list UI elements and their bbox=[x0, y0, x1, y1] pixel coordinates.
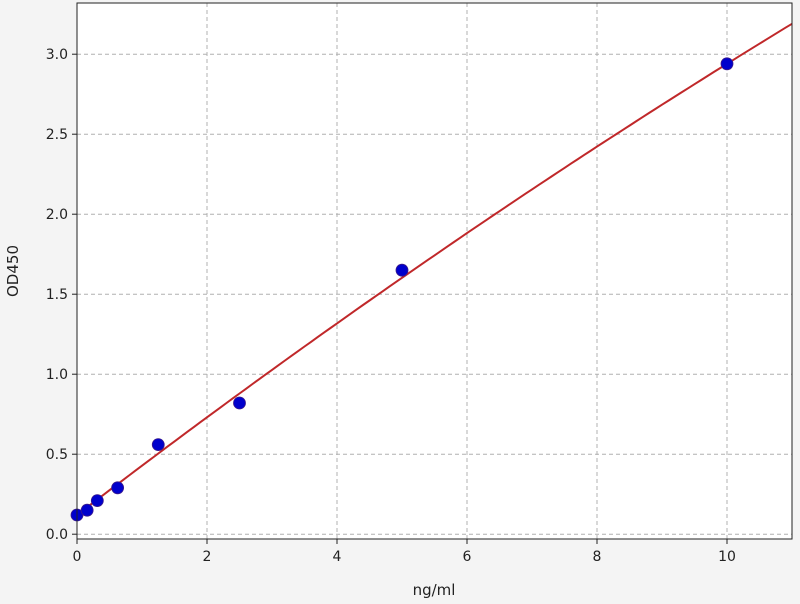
data-point bbox=[90, 494, 104, 508]
fit-curve bbox=[76, 22, 793, 516]
ticks: 0 2 4 6 8 10 0.0 0.5 1.0 1.5 2.0 2.5 3.0 bbox=[46, 47, 736, 565]
data-point bbox=[395, 263, 409, 277]
x-tick-label: 10 bbox=[718, 549, 736, 565]
data-point bbox=[720, 57, 734, 71]
data-point bbox=[80, 503, 94, 517]
data-point bbox=[111, 481, 125, 495]
x-tick-label: 0 bbox=[73, 549, 82, 565]
data-point bbox=[233, 396, 246, 410]
plot-area bbox=[77, 3, 792, 539]
y-tick-label: 0.0 bbox=[46, 527, 68, 543]
y-tick-label: 1.0 bbox=[46, 367, 68, 383]
y-axis-label: OD450 bbox=[4, 245, 22, 297]
fit-curve-layer bbox=[76, 22, 793, 516]
x-tick-label: 8 bbox=[593, 549, 602, 565]
y-tick-label: 2.0 bbox=[46, 207, 68, 223]
y-tick-label: 3.0 bbox=[46, 47, 68, 63]
data-points-layer bbox=[70, 57, 734, 522]
x-tick-label: 2 bbox=[203, 549, 212, 565]
y-tick-label: 2.5 bbox=[46, 127, 68, 143]
x-axis-label: ng/ml bbox=[413, 581, 456, 599]
data-point bbox=[151, 438, 165, 452]
y-tick-label: 1.5 bbox=[46, 287, 68, 303]
x-tick-label: 6 bbox=[463, 549, 472, 565]
y-tick-label: 0.5 bbox=[46, 447, 68, 463]
x-tick-label: 4 bbox=[333, 549, 342, 565]
plot-frame bbox=[76, 2, 793, 540]
